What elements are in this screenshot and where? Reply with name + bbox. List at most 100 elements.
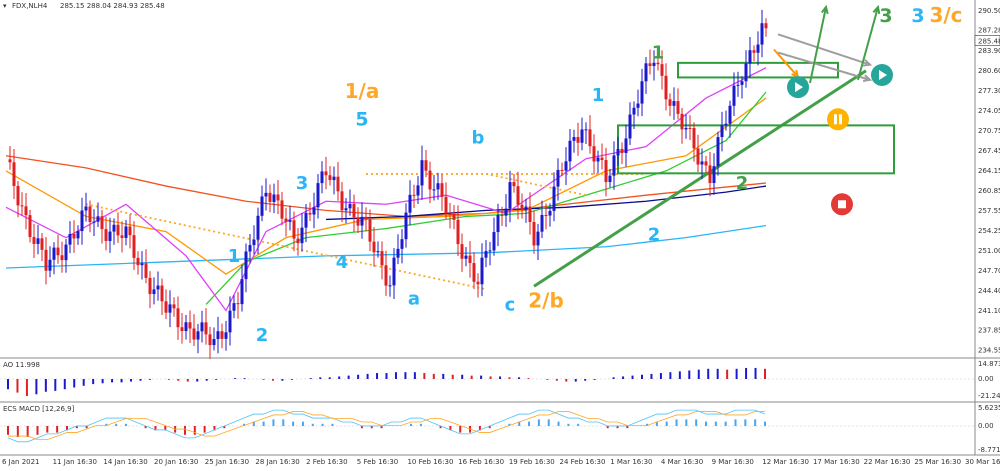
candle-body (640, 81, 644, 104)
price-tick-label: 287.28 (978, 27, 1000, 35)
candle-body (268, 192, 272, 202)
time-tick-label: 20 Jan 16:30 (154, 458, 198, 466)
candle-body (456, 219, 460, 245)
candle-body (92, 221, 96, 223)
candle-body (244, 251, 248, 280)
price-tick-label: 244.40 (978, 287, 1000, 295)
wave-label: 5 (355, 108, 368, 130)
time-tick-label: 5 Feb 16:30 (357, 458, 398, 466)
candle-body (168, 304, 172, 313)
candle-body (236, 303, 240, 305)
candle-body (8, 159, 12, 163)
time-tick-label: 9 Mar 16:30 (712, 458, 754, 466)
candle-body (240, 279, 244, 305)
candle-body (544, 214, 548, 216)
candle-body (176, 308, 180, 328)
wave-label: 2 (256, 325, 269, 346)
candle-body (416, 185, 420, 196)
wave-label: 3/c (929, 3, 962, 27)
candle-body (752, 50, 756, 53)
candle-body (208, 334, 212, 346)
candle-body (620, 148, 624, 154)
candle-body (332, 176, 336, 181)
wave-label: 1 (228, 246, 241, 267)
candle-body (464, 255, 468, 259)
candle-body (692, 128, 696, 149)
moving-average-line (205, 91, 767, 305)
candle-body (352, 203, 356, 218)
candle-body (52, 247, 56, 260)
candle-body (76, 231, 80, 239)
candle-body (40, 238, 44, 250)
trend-lines (85, 69, 867, 291)
candle-body (108, 231, 112, 241)
candle-body (196, 331, 200, 340)
candle-body (308, 212, 312, 215)
dotted-resistance-1 (85, 203, 487, 291)
price-tick-label: 237.85 (978, 327, 1000, 335)
macd-scale-high: 5.6235 (978, 404, 1000, 412)
candle-body (340, 191, 344, 211)
arrow-head (820, 4, 829, 15)
candle-body (364, 216, 368, 220)
candle-body (28, 215, 32, 238)
candle-body (608, 175, 612, 183)
candle-body (380, 251, 384, 266)
candle-body (432, 189, 436, 191)
candle-body (276, 194, 280, 201)
candle-body (128, 226, 132, 236)
candle-body (628, 114, 632, 139)
macd-scale-low: -8.7718 (978, 446, 1000, 454)
candle-body (72, 233, 76, 239)
candle-body (512, 182, 516, 187)
time-tick-label: 19 Feb 16:30 (509, 458, 555, 466)
candle-body (360, 216, 364, 226)
arrow-shaft (777, 33, 871, 66)
ao-label: AO 11.998 (3, 361, 40, 369)
candle-body (388, 285, 392, 287)
candle-body (336, 176, 340, 192)
candle-body (588, 129, 592, 147)
time-tick-label: 10 Feb 16:30 (407, 458, 453, 466)
candle-body (568, 140, 572, 162)
candle-body (756, 44, 760, 53)
time-tick-label: 2 Feb 16:30 (306, 458, 347, 466)
candle-body (684, 127, 688, 130)
price-tick-label: 267.45 (978, 147, 1000, 155)
candle-body (484, 251, 488, 258)
pause-glyph-left (834, 114, 837, 125)
wave-label: 1 (592, 85, 605, 106)
candle-body (580, 129, 584, 143)
candle-body (232, 303, 236, 311)
candle-body (632, 107, 636, 115)
candle-body (688, 127, 692, 129)
wave-label: 2 (648, 225, 661, 246)
price-tick-label: 283.90 (978, 47, 1000, 55)
arrow-head (862, 59, 873, 67)
candle-body (20, 205, 24, 207)
time-tick-label: 14 Jan 16:30 (103, 458, 147, 466)
candle-body (132, 235, 136, 258)
candle-body (616, 148, 620, 156)
candle-body (496, 214, 500, 233)
candle-body (656, 62, 660, 65)
price-tick-label: 277.30 (978, 87, 1000, 95)
candle-body (728, 105, 732, 124)
candle-body (32, 237, 36, 244)
symbol-icon: ▾ (3, 2, 7, 10)
pause-icon (827, 108, 849, 131)
candle-body (144, 263, 148, 278)
candle-body (500, 214, 504, 216)
time-tick-label: 28 Jan 16:30 (255, 458, 299, 466)
candle-body (736, 84, 740, 86)
candle-body (404, 212, 408, 240)
candle-body (468, 255, 472, 264)
candle-body (564, 161, 568, 171)
candle-body (248, 245, 252, 252)
ao-panel: 14.873 0.00 -21.246 (0, 360, 1000, 400)
time-tick-label: 6 Jan 2021 (2, 458, 40, 466)
price-tick-label: 254.25 (978, 227, 1000, 235)
candle-body (472, 263, 476, 282)
